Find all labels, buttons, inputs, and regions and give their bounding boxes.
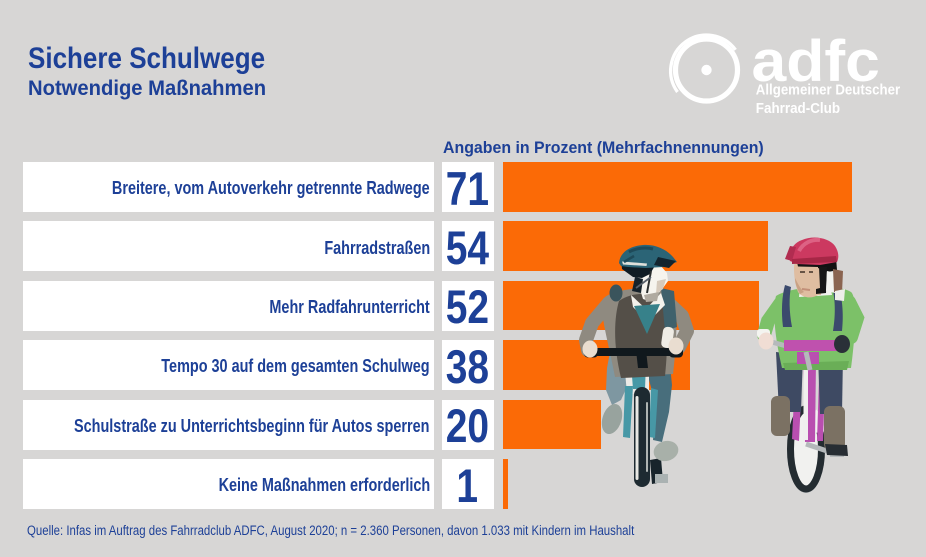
svg-text:Allgemeiner Deutscher: Allgemeiner Deutscher [756, 81, 901, 98]
svg-text:Fahrrad-Club: Fahrrad-Club [756, 99, 840, 116]
svg-text:adfc: adfc [752, 28, 880, 94]
